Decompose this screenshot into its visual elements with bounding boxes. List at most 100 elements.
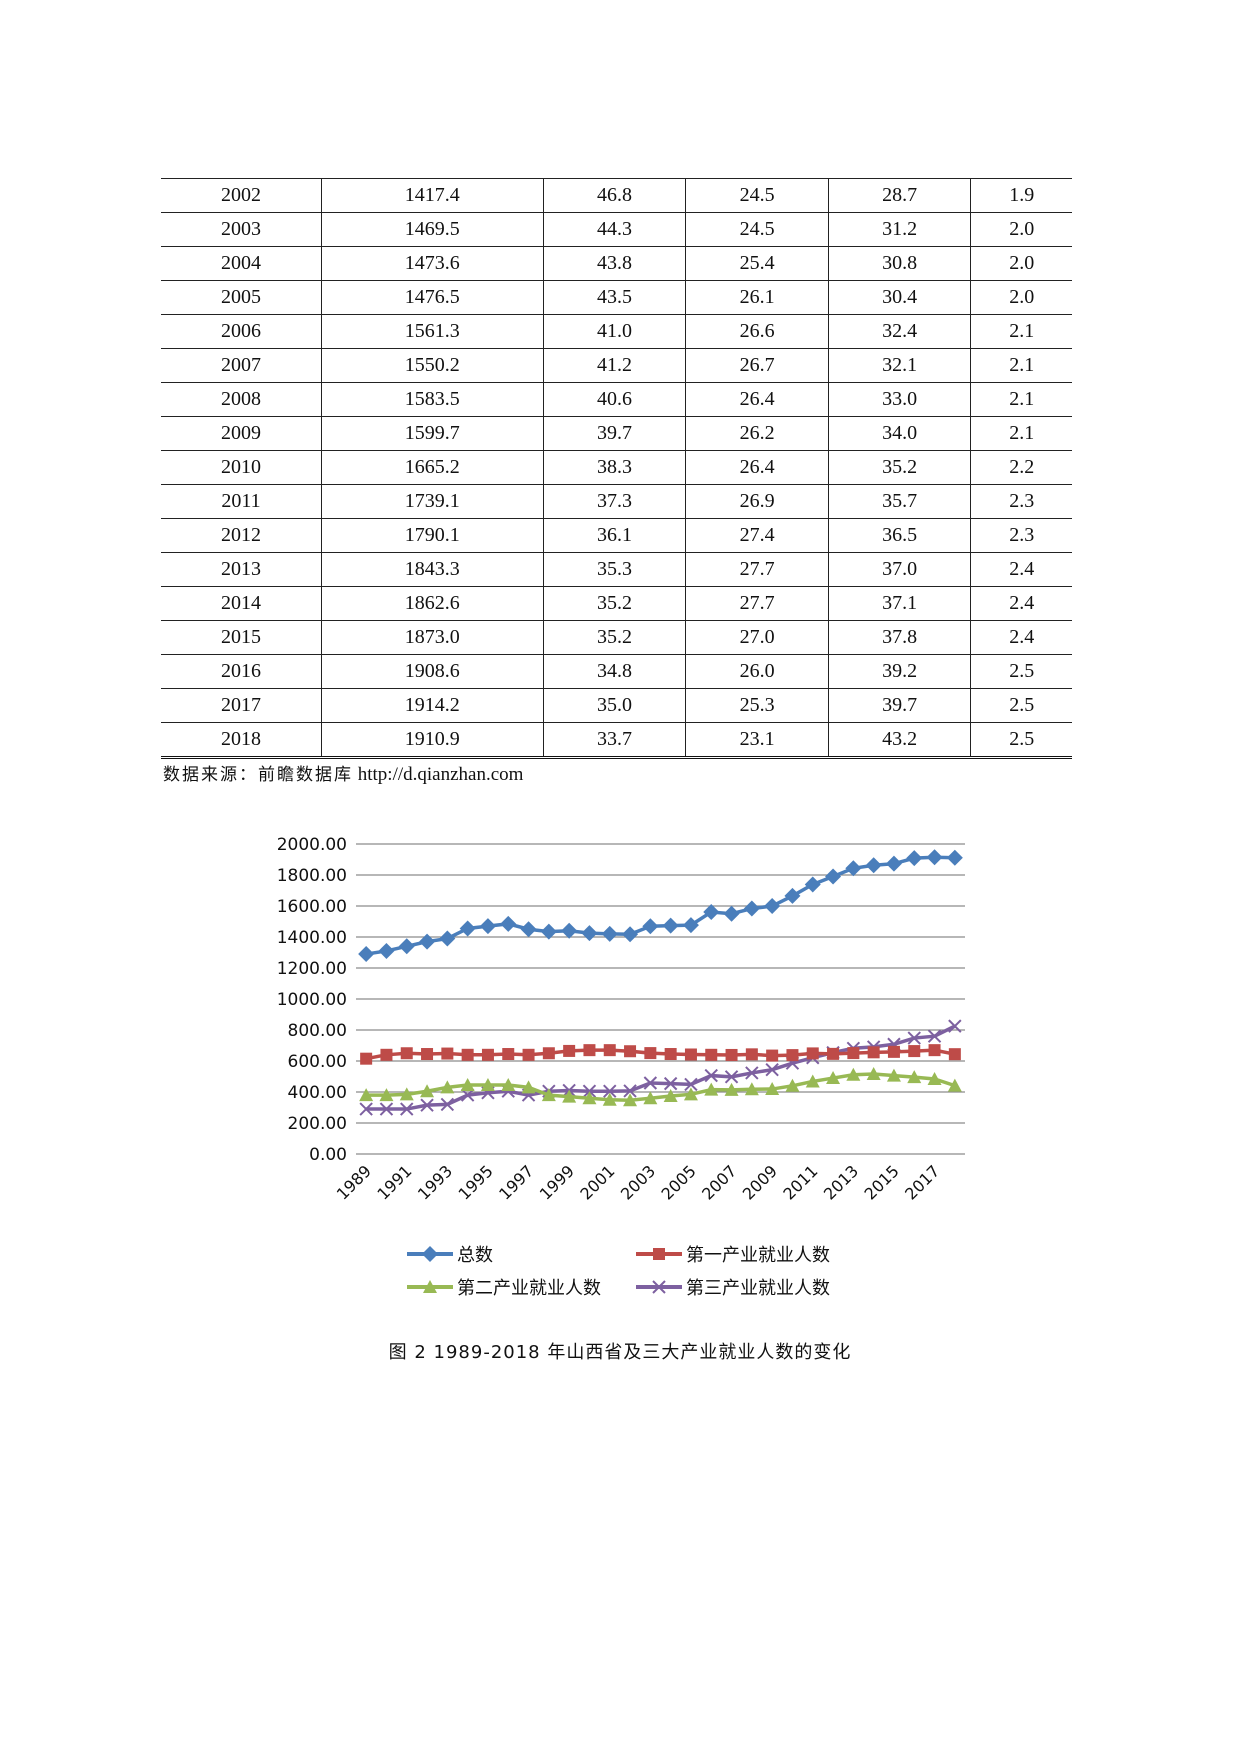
- x-tick-label: 1991: [373, 1161, 415, 1203]
- data-point-x: [379, 1102, 394, 1116]
- data-point-diamond: [419, 933, 436, 950]
- table-cell: 37.0: [827, 552, 971, 587]
- table-cell: 24.5: [685, 212, 829, 247]
- table-cell: 33.7: [542, 722, 686, 759]
- data-point-square: [725, 1048, 738, 1061]
- table-row: 2004 1473.6 43.8 25.4 30.8 2.0: [161, 246, 1072, 281]
- data-point-diamond: [764, 898, 781, 915]
- table-row: 2005 1476.5 43.5 26.1 30.4 2.0: [161, 280, 1072, 315]
- data-point-square: [441, 1047, 454, 1060]
- table-cell: 2011: [161, 484, 322, 519]
- data-table: 2002 1417.4 46.8 24.5 28.7 1.9 2003 1469.5 44.3 2…: [161, 178, 1072, 759]
- table-cell: 2015: [161, 620, 322, 655]
- figure-caption: 图 2 1989-2018 年山西省及三大产业就业人数的变化: [388, 1342, 852, 1363]
- table-cell: 1914.2: [320, 688, 544, 723]
- x-tick-label: 2015: [861, 1161, 903, 1203]
- x-tick-label: 1989: [333, 1161, 375, 1203]
- table-row: 2015 1873.0 35.2 27.0 37.8 2.4: [161, 620, 1072, 655]
- table-cell: 37.3: [542, 484, 686, 519]
- data-point-x: [359, 1102, 373, 1116]
- table-cell: 27.0: [685, 620, 829, 655]
- data-point-triangle: [582, 1091, 597, 1105]
- table-row: 2010 1665.2 38.3 26.4 35.2 2.2: [161, 450, 1072, 485]
- y-tick-label: 1000.00: [277, 990, 347, 1010]
- y-tick-label: 1400.00: [277, 928, 347, 948]
- data-point-diamond: [358, 946, 375, 963]
- legend-label: 第一产业就业人数: [686, 1245, 830, 1266]
- table-cell: 36.1: [542, 518, 686, 553]
- series-line-square: [365, 1048, 956, 1061]
- legend-label: 第三产业就业人数: [686, 1278, 830, 1299]
- table-cell: 1862.6: [320, 586, 544, 621]
- data-point-diamond: [662, 917, 679, 934]
- data-point-square: [624, 1045, 637, 1058]
- data-point-triangle: [744, 1082, 759, 1096]
- data-point-square: [887, 1045, 900, 1058]
- table-row: 2018 1910.9 33.7 23.1 43.2 2.5: [161, 722, 1072, 759]
- data-point-triangle: [785, 1078, 800, 1092]
- table-row: 2003 1469.5 44.3 24.5 31.2 2.0: [161, 212, 1072, 247]
- table-cell: 2017: [161, 688, 322, 723]
- table-cell: 1583.5: [320, 382, 544, 417]
- table-cell: 2.3: [970, 484, 1072, 519]
- table-row: 2012 1790.1 36.1 27.4 36.5 2.3: [161, 518, 1072, 553]
- data-point-x: [927, 1029, 942, 1043]
- data-point-square: [908, 1045, 921, 1058]
- table-cell: 2.1: [970, 314, 1072, 349]
- data-point-diamond: [885, 855, 902, 872]
- table-cell: 36.5: [827, 518, 971, 553]
- table-cell: 2.2: [970, 450, 1072, 485]
- data-point-square: [502, 1048, 515, 1061]
- data-point-triangle: [420, 1084, 435, 1098]
- data-point-triangle: [663, 1089, 678, 1103]
- data-point-square: [481, 1048, 494, 1061]
- table-cell: 2009: [161, 416, 322, 451]
- table-cell: 28.7: [827, 178, 971, 213]
- data-point-square: [522, 1048, 535, 1061]
- data-point-triangle: [846, 1067, 861, 1081]
- x-tick-label: 1995: [455, 1161, 497, 1203]
- table-cell: 26.1: [685, 280, 829, 315]
- data-point-square: [644, 1047, 657, 1060]
- x-tick-label: 2011: [779, 1161, 821, 1203]
- table-cell: 46.8: [542, 178, 686, 213]
- x-tick-label: 1993: [414, 1161, 456, 1203]
- data-point-square: [461, 1048, 474, 1061]
- x-tick-label: 2009: [739, 1161, 781, 1203]
- source-label: 数据来源：前瞻数据库: [163, 765, 353, 785]
- table-cell: 2010: [161, 450, 322, 485]
- data-point-triangle: [399, 1087, 414, 1101]
- table-cell: 2005: [161, 280, 322, 315]
- legend-label: 第二产业就业人数: [457, 1278, 601, 1299]
- table-cell: 23.1: [685, 722, 829, 759]
- data-point-diamond: [804, 876, 821, 893]
- table-cell: 27.7: [685, 586, 829, 621]
- table-cell: 2.3: [970, 518, 1072, 553]
- series-line-triangle: [366, 1072, 956, 1102]
- table-cell: 30.8: [827, 246, 971, 281]
- table-cell: 39.7: [542, 416, 686, 451]
- table-row: 2013 1843.3 35.3 27.7 37.0 2.4: [161, 552, 1072, 587]
- data-point-x: [400, 1102, 414, 1116]
- y-tick-label: 1800.00: [277, 866, 347, 886]
- table-cell: 32.1: [827, 348, 971, 383]
- legend-marker-diamond-icon: [422, 1246, 438, 1262]
- table-row: 2009 1599.7 39.7 26.2 34.0 2.1: [161, 416, 1072, 451]
- table-cell: 1910.9: [320, 722, 544, 759]
- data-point-square: [563, 1044, 576, 1057]
- data-point-diamond: [500, 915, 517, 932]
- table-cell: 37.1: [827, 586, 971, 621]
- data-point-triangle: [521, 1080, 536, 1094]
- table-cell: 39.2: [827, 654, 971, 689]
- data-point-x: [643, 1076, 658, 1090]
- data-point-diamond: [378, 942, 395, 959]
- data-point-triangle: [947, 1078, 962, 1092]
- table-cell: 26.2: [685, 416, 829, 451]
- table-cell: 33.0: [827, 382, 971, 417]
- table-cell: 1561.3: [320, 314, 544, 349]
- table-row: 2017 1914.2 35.0 25.3 39.7 2.5: [161, 688, 1072, 723]
- y-tick-label: 200.00: [288, 1114, 347, 1134]
- y-tick-label: 2000.00: [277, 835, 347, 855]
- table-cell: 35.2: [542, 620, 686, 655]
- legend-marker-triangle-icon: [423, 1280, 437, 1293]
